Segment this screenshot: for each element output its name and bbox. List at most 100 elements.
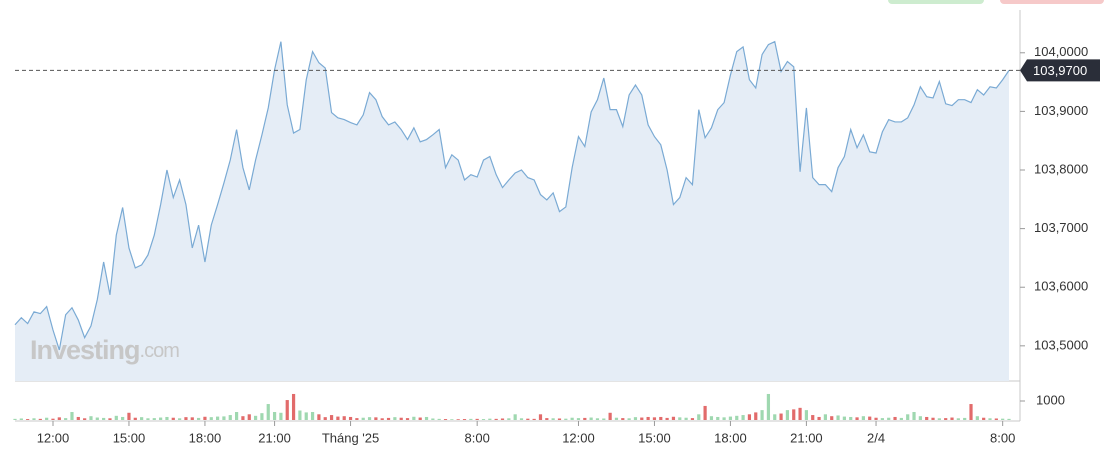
volume-bar: [773, 414, 777, 420]
x-tick-label: 15:00: [113, 430, 146, 445]
volume-bar: [830, 416, 834, 420]
volume-bar: [893, 416, 897, 420]
volume-bar: [564, 418, 568, 420]
volume-bar: [89, 416, 93, 420]
volume-bar: [336, 416, 340, 420]
volume-bar: [956, 418, 960, 420]
volume-bar: [70, 412, 74, 420]
volume-bar: [241, 416, 245, 420]
volume-bar: [355, 418, 359, 420]
volume-bar: [608, 412, 612, 420]
volume-bar: [146, 418, 150, 420]
volume-bar: [64, 418, 68, 420]
volume-bar: [260, 413, 264, 420]
volume-bar: [152, 418, 156, 420]
volume-bar: [222, 416, 226, 420]
x-tick-label: 12:00: [37, 430, 70, 445]
y-tick-label: 104,0000: [1034, 44, 1088, 59]
volume-bar: [140, 417, 144, 420]
volume-bar: [918, 416, 922, 420]
volume-bar: [880, 418, 884, 420]
volume-bar: [247, 414, 251, 420]
volume-bar: [279, 412, 283, 420]
volume-bar: [760, 410, 764, 420]
volume-bar: [513, 414, 517, 420]
volume-bar: [298, 410, 302, 420]
volume-bar: [741, 415, 745, 420]
watermark-brand: Investing: [30, 335, 140, 365]
volume-bar: [551, 418, 555, 420]
volume-bar: [475, 418, 479, 420]
volume-bar: [361, 417, 365, 420]
volume-bar: [602, 418, 606, 420]
buy-button[interactable]: [888, 0, 984, 4]
volume-bar: [557, 418, 562, 420]
volume-bar: [665, 417, 669, 420]
x-tick-label: 8:00: [465, 430, 490, 445]
volume-bar: [165, 416, 169, 420]
volume-bar: [538, 414, 543, 420]
volume-bar: [456, 419, 460, 420]
x-tick-label: 2/4: [867, 430, 885, 445]
volume-bar: [697, 414, 701, 420]
volume-bar: [424, 416, 429, 420]
volume-bar: [855, 417, 859, 420]
y-tick-label: 103,8000: [1034, 161, 1088, 176]
volume-bar: [576, 418, 581, 420]
volume-bar: [437, 418, 441, 420]
volume-bar: [659, 416, 663, 420]
volume-bar: [570, 417, 574, 420]
volume-bar: [583, 417, 587, 420]
volume-bar: [652, 417, 657, 420]
volume-bar: [386, 417, 391, 420]
volume-bar: [102, 417, 106, 420]
volume-bar: [234, 412, 239, 420]
volume-bar: [823, 414, 827, 420]
volume-bar: [443, 419, 448, 420]
volume-bar: [887, 417, 891, 420]
volume-bar: [671, 416, 676, 420]
volume-bar: [589, 417, 593, 420]
volume-bar: [51, 418, 55, 420]
volume-bar: [329, 415, 334, 420]
sell-button[interactable]: [1000, 0, 1104, 4]
volume-bar: [950, 417, 954, 420]
volume-bar: [931, 417, 935, 420]
volume-bar: [178, 418, 182, 420]
volume-bar: [26, 419, 30, 420]
volume-bar: [481, 419, 486, 420]
volume-bar: [678, 417, 682, 420]
volume-bar: [804, 410, 809, 420]
volume-bar: [912, 412, 916, 420]
volume-bar: [779, 413, 783, 420]
volume-bar: [469, 418, 473, 420]
volume-bar: [906, 414, 910, 420]
volume-bar: [975, 416, 979, 420]
volume-bar: [1001, 418, 1005, 420]
volume-bar: [209, 417, 213, 420]
volume-bar: [507, 418, 511, 420]
volume-bar: [595, 418, 600, 420]
volume-bar: [190, 417, 194, 420]
volume-bar: [184, 417, 188, 420]
volume-bar: [690, 418, 695, 420]
volume-bar: [969, 404, 973, 420]
x-tick-label: Tháng '25: [322, 430, 379, 445]
volume-bar: [266, 404, 270, 420]
volume-bar: [1007, 418, 1011, 420]
volume-bar: [405, 418, 410, 420]
volume-bar: [197, 417, 201, 420]
volume-bar: [38, 418, 42, 420]
volume-bar: [367, 417, 372, 420]
y-tick-label: 103,5000: [1034, 337, 1088, 352]
volume-bar: [431, 418, 435, 420]
volume-bar: [627, 418, 631, 420]
x-tick-label: 21:00: [258, 430, 291, 445]
volume-bar: [849, 416, 853, 420]
volume-bar: [526, 418, 530, 420]
volume-bar: [963, 417, 967, 420]
volume-bar: [766, 393, 771, 420]
volume-bar: [450, 419, 454, 420]
x-tick-label: 18:00: [189, 430, 222, 445]
volume-bar: [19, 418, 23, 420]
